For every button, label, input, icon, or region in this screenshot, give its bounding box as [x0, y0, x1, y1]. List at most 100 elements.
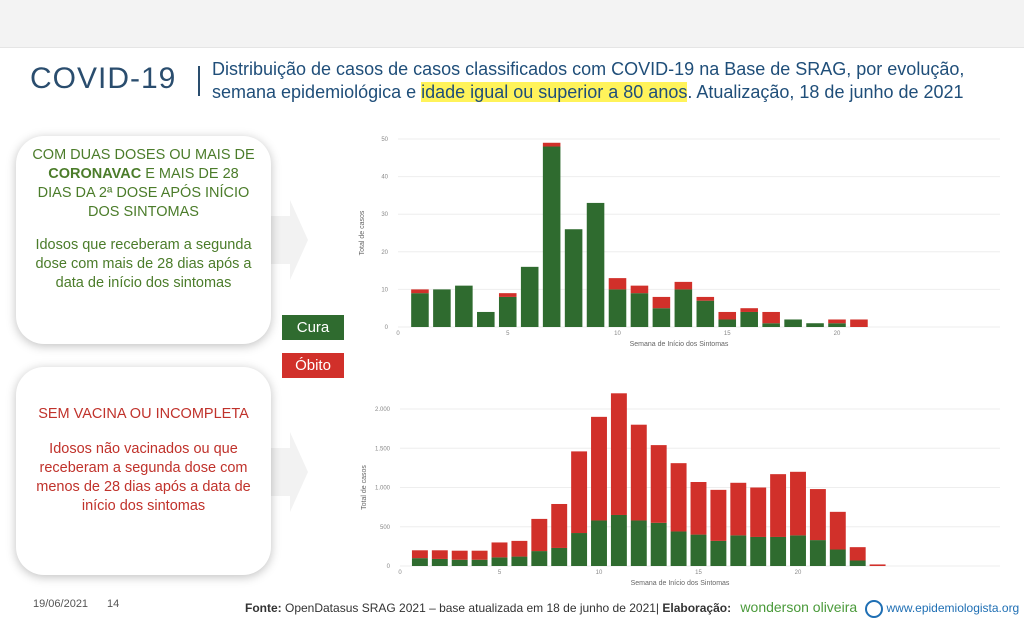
bar-cura — [829, 549, 846, 566]
bar-cura — [730, 535, 747, 566]
bar-cura — [608, 289, 627, 327]
bar-cura — [750, 536, 767, 566]
footer-date: 19/06/2021 — [33, 598, 89, 610]
bar-obito — [411, 289, 429, 294]
bar-obito — [828, 319, 846, 324]
bar-obito — [610, 393, 627, 515]
bar-obito — [762, 311, 780, 324]
bar-cura — [630, 520, 647, 566]
bar-obito — [542, 142, 561, 147]
x-tick-label: 20 — [795, 570, 802, 576]
bar-cura — [740, 311, 758, 327]
bar-obito — [471, 550, 488, 560]
y-axis-label: Total de casos — [359, 210, 366, 255]
y-tick-label: 2.000 — [375, 407, 391, 413]
bar-obito — [829, 511, 846, 550]
site-link[interactable]: www.epidemiologista.org — [886, 601, 1020, 615]
bar-cura — [690, 534, 707, 566]
bar-cura — [710, 540, 727, 566]
bar-obito — [652, 296, 671, 309]
bar-obito — [571, 451, 588, 534]
bar-cura — [674, 289, 693, 327]
unvaccinated-desc: Idosos não vacinados ou que receberam a … — [36, 441, 251, 514]
bar-cura — [849, 560, 866, 566]
bar-cura — [411, 558, 428, 566]
bar-obito — [411, 550, 428, 559]
bar-cura — [809, 540, 826, 566]
bar-cura — [762, 323, 780, 327]
x-tick-label: 15 — [695, 570, 702, 576]
title-text: Distribuição de casos de casos classific… — [212, 59, 965, 102]
legend-obito: Óbito — [282, 353, 344, 378]
source-label: Fonte: — [245, 601, 282, 615]
bar-cura — [650, 522, 667, 566]
bar-obito — [730, 482, 747, 536]
y-tick-label: 1.000 — [375, 486, 391, 492]
legend-cura: Cura — [282, 315, 344, 340]
y-tick-label: 500 — [380, 525, 391, 531]
bar-obito — [498, 293, 517, 297]
bar-cura — [591, 520, 607, 566]
bar-obito — [718, 311, 737, 320]
bar-cura — [784, 319, 802, 327]
x-tick-label: 0 — [398, 570, 402, 576]
source-text: OpenDatasus SRAG 2021 – base atualizada … — [281, 601, 663, 615]
bar-cura — [431, 558, 448, 566]
heading-text-end: E MAIS DE 28 DIAS DA 2ª DOSE APÓS INÍCIO… — [37, 166, 250, 220]
heading-bold: CORONAVAC — [48, 166, 142, 182]
top-bar — [0, 0, 1024, 48]
bar-obito — [710, 489, 727, 541]
bar-obito — [674, 281, 693, 290]
y-tick-label: 20 — [381, 250, 388, 256]
bar-obito — [608, 278, 627, 290]
y-tick-label: 1.500 — [375, 446, 391, 452]
heading-text: COM DUAS DOSES OU MAIS DE — [32, 147, 255, 163]
magnifier-logo-icon — [864, 599, 883, 618]
bar-cura — [411, 293, 429, 327]
bar-obito — [551, 503, 568, 548]
bar-cura — [670, 531, 687, 566]
bar-cura — [610, 514, 627, 566]
bar-obito — [630, 424, 647, 521]
title-text-end: . Atualização, 18 de junho de 2021 — [687, 82, 964, 102]
x-tick-label: 10 — [614, 331, 621, 337]
bar-obito — [531, 518, 548, 552]
bar-obito — [650, 445, 667, 523]
bar-cura — [790, 535, 806, 566]
author: wonderson oliveira — [740, 599, 858, 615]
bar-cura — [571, 533, 588, 566]
bar-obito — [670, 463, 687, 532]
vaccinated-box: COM DUAS DOSES OU MAIS DE CORONAVAC E MA… — [16, 136, 271, 344]
bar-cura — [770, 536, 787, 566]
unvaccinated-box: SEM VACINA OU INCOMPLETA Idosos não vaci… — [16, 367, 271, 575]
bar-obito — [511, 540, 528, 557]
slide-title: Distribuição de casos de casos classific… — [212, 58, 1012, 104]
bar-cura — [433, 289, 451, 327]
y-axis-label: Total de casos — [361, 465, 368, 510]
bar-cura — [806, 323, 824, 327]
bar-cura — [520, 266, 539, 327]
bar-cura — [531, 551, 548, 566]
bar-cura — [471, 559, 488, 566]
bar-obito — [431, 550, 448, 559]
x-tick-label: 15 — [724, 331, 731, 337]
x-axis-label: Semana de Início dos Sintomas — [631, 580, 730, 587]
bar-obito — [491, 542, 508, 558]
bar-obito — [770, 474, 787, 537]
bar-cura — [491, 557, 508, 566]
bar-obito — [790, 471, 806, 536]
bar-obito — [696, 296, 715, 301]
footer-source: Fonte: OpenDatasus SRAG 2021 – base atua… — [245, 599, 1019, 618]
bar-cura — [477, 311, 495, 327]
bar-cura — [586, 202, 605, 327]
x-tick-label: 5 — [498, 570, 502, 576]
bar-cura — [455, 285, 473, 327]
bar-cura — [630, 293, 649, 327]
elaboration-label: Elaboração: — [662, 601, 732, 615]
bar-obito — [591, 416, 607, 521]
bar-obito — [850, 319, 868, 327]
bar-cura — [451, 559, 468, 566]
bar-cura — [542, 146, 561, 327]
bar-cura — [511, 556, 528, 566]
